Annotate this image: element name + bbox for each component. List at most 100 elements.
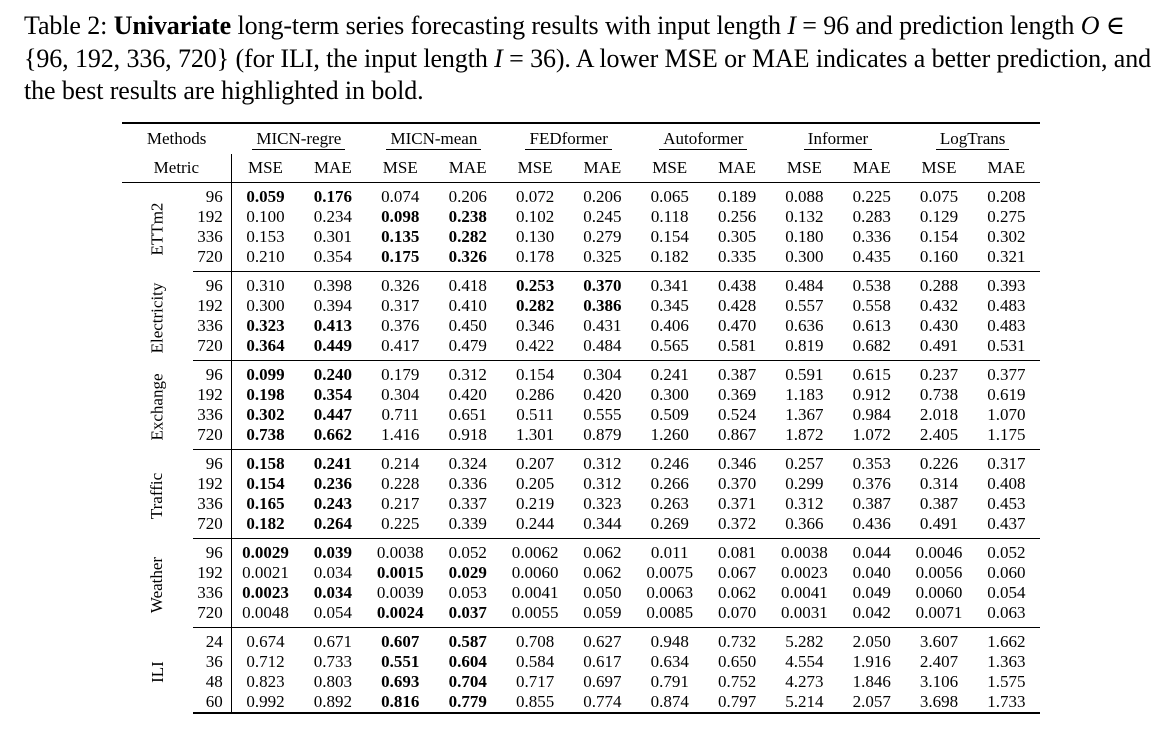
results-table: Methods MICN-regre MICN-mean FEDformer A… [122,122,1040,714]
value-cell: 0.417 [366,336,435,361]
value-cell: 0.182 [231,514,300,539]
value-cell: 0.299 [785,474,824,493]
value-cell: 0.176 [313,187,352,206]
dataset-label-cell: ETTm2 [122,183,193,272]
value-cell: 0.237 [919,365,959,384]
value-cell: 0.948 [650,632,689,651]
horizon-cell: 96 [192,449,232,474]
value-cell: 0.538 [852,276,891,295]
value-cell: 0.324 [448,454,487,473]
table-row: 720 0.0048 0.054 0.0024 0.037 0.0055 0.059 0.00… [122,603,1040,628]
horizon-cell: 336 [192,316,232,336]
value-cell: 0.0029 [242,543,289,562]
value-cell: 0.206 [583,187,622,206]
value-cell: 1.416 [366,425,435,450]
value-cell: 0.364 [231,336,300,361]
caption-text-1: long-term series forecasting results wit… [231,11,788,40]
value-cell: 0.210 [231,247,300,272]
horizon-cell: 720 [192,336,232,361]
table-row: 192 0.154 0.236 0.228 0.336 0.205 0.312 0.266 0.… [122,474,1040,494]
value-cell: 0.558 [852,296,891,315]
value-cell: 0.410 [448,296,487,315]
value-cell: 0.238 [448,207,487,226]
value-cell: 0.337 [448,494,487,513]
value-cell: 0.662 [299,425,367,450]
value-cell: 0.344 [568,514,636,539]
value-cell: 0.312 [448,365,487,384]
value-cell: 0.0041 [511,583,559,602]
value-cell: 0.154 [246,474,285,493]
value-cell: 0.346 [515,316,555,335]
value-cell: 0.587 [448,632,487,651]
horizon-cell: 192 [192,563,232,583]
value-cell: 0.636 [785,316,824,335]
value-cell: 0.531 [972,336,1040,361]
value-cell: 0.050 [583,583,622,602]
value-cell: 0.0015 [376,563,424,582]
value-cell: 0.312 [785,494,824,513]
value-cell: 4.554 [785,652,824,671]
value-cell: 0.198 [246,385,285,404]
table-row: ILI 24 0.674 0.671 0.607 0.587 0.708 0.627 0.948… [122,627,1040,683]
value-cell: 0.206 [448,187,487,206]
value-cell: 0.326 [381,276,420,295]
value-cell: 0.0039 [376,583,424,602]
dataset-label-cell: Exchange [122,361,193,450]
value-cell: 0.0060 [511,563,559,582]
caption-label: Table 2: [24,11,114,40]
value-cell: 0.509 [650,405,689,424]
metric-header: MAE [299,154,367,183]
method-name: LogTrans [935,129,1010,150]
value-cell: 0.432 [919,296,959,315]
value-cell: 0.370 [583,276,622,295]
table-row: Traffic 96 0.158 0.241 0.214 0.324 0.207 0.312 0… [122,449,1040,519]
value-cell: 0.823 [246,672,285,691]
value-cell: 0.615 [852,365,891,384]
value-cell: 0.098 [381,207,420,226]
value-cell: 0.879 [568,425,636,450]
value-cell: 0.317 [381,296,420,315]
value-cell: 0.371 [717,494,757,513]
value-cell: 0.855 [501,692,569,714]
method-header: Informer [771,122,906,154]
value-cell: 0.0021 [242,563,289,582]
value-cell: 0.154 [650,227,689,246]
value-cell: 0.314 [919,474,959,493]
value-cell: 0.074 [381,187,420,206]
value-cell: 0.034 [313,583,352,602]
value-cell: 0.011 [650,543,689,562]
table-row: 336 0.302 0.447 0.711 0.651 0.511 0.555 0.509 0.… [122,405,1040,425]
value-cell: 0.555 [583,405,622,424]
metric-header: MAE [434,154,502,183]
caption-var-i: I [787,11,796,40]
value-cell: 0.180 [785,227,824,246]
table-row: Electricity 96 0.310 0.398 0.326 0.418 0.253 0.… [122,271,1040,353]
value-cell: 0.819 [770,336,839,361]
metric-header: MAE [972,154,1040,183]
horizon-cell: 96 [192,360,232,385]
dataset-name: Exchange [147,373,167,441]
value-cell: 0.302 [987,227,1026,246]
value-cell: 0.312 [583,454,622,473]
table-row: 336 0.165 0.243 0.217 0.337 0.219 0.323 0.263 0.… [122,494,1040,514]
horizon-cell: 192 [192,385,232,405]
value-cell: 3.698 [905,692,973,714]
value-cell: 0.430 [919,316,959,335]
value-cell: 0.693 [381,672,420,691]
value-cell: 0.256 [717,207,757,226]
value-cell: 0.241 [313,454,352,473]
value-cell: 0.0046 [915,543,963,562]
horizon-cell: 720 [192,247,232,272]
metric-header: MSE [770,154,839,183]
value-cell: 1.260 [636,425,704,450]
value-cell: 0.062 [717,583,757,602]
value-cell: 0.557 [785,296,824,315]
value-cell: 0.874 [636,692,704,714]
dataset-name: ILI [147,661,167,684]
value-cell: 0.244 [501,514,569,539]
value-cell: 0.376 [381,316,420,335]
value-cell: 0.300 [770,247,839,272]
value-cell: 0.484 [568,336,636,361]
value-cell: 0.346 [717,454,757,473]
value-cell: 0.551 [381,652,420,671]
